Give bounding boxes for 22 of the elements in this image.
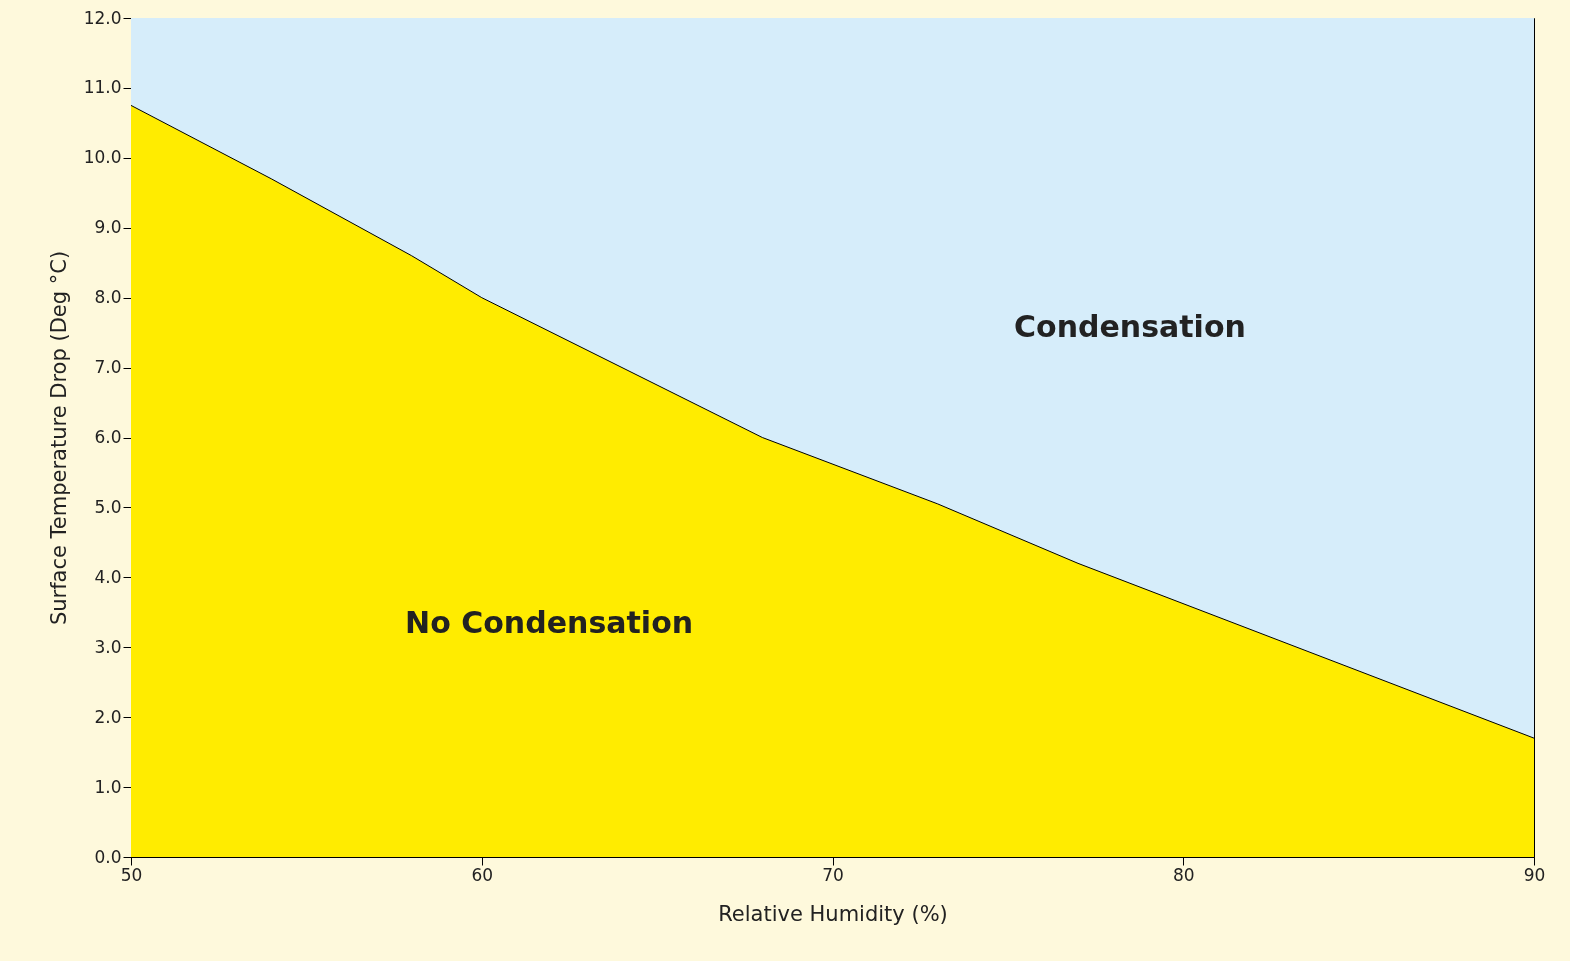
y-tick-label: 9.0 xyxy=(94,217,122,238)
y-axis-title: Surface Temperature Drop (Deg °C) xyxy=(46,250,71,626)
y-tick-label: 6.0 xyxy=(94,427,122,447)
y-tick-label: 5.0 xyxy=(94,496,122,517)
y-tick-label: 2.0 xyxy=(94,706,122,727)
y-tick-label: 3.0 xyxy=(94,636,122,657)
x-tick-label: 80 xyxy=(1172,864,1195,885)
x-tick-label: 90 xyxy=(1523,864,1546,885)
y-tick-label: 11.0 xyxy=(83,77,122,98)
annotation: No Condensation xyxy=(405,604,694,640)
y-tick-label: 12.0 xyxy=(83,7,122,28)
annotation: Condensation xyxy=(1014,309,1246,345)
x-tick-label: 50 xyxy=(120,864,143,885)
y-tick-label: 4.0 xyxy=(94,566,122,587)
y-tick-label: 10.0 xyxy=(83,147,122,168)
x-tick-label: 70 xyxy=(822,864,844,885)
y-tick-label: 0.0 xyxy=(94,846,122,867)
y-tick-label: 1.0 xyxy=(94,776,122,797)
x-tick-label: 60 xyxy=(471,864,494,885)
y-tick-label: 8.0 xyxy=(94,287,122,308)
x-axis-title: Relative Humidity (%) xyxy=(718,901,948,926)
y-tick-label: 7.0 xyxy=(94,357,122,378)
